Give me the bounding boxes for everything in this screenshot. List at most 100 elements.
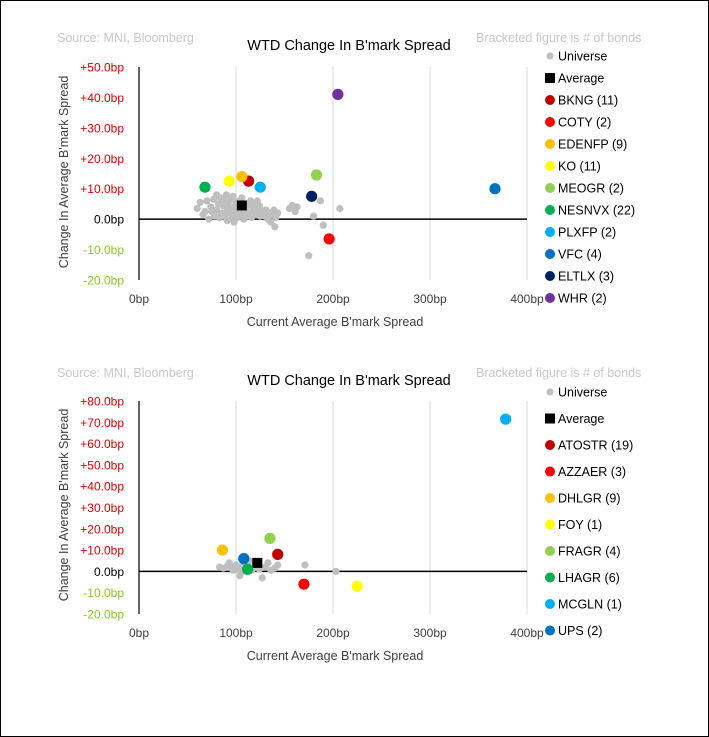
- point-edenfp: [236, 170, 248, 183]
- point-foy: [351, 580, 363, 592]
- legend-label-ko: KO (11): [558, 160, 601, 174]
- legend-label-edenfp: EDENFP (9): [558, 138, 627, 152]
- gridlines: [138, 401, 528, 614]
- legend-marker-ko: [545, 161, 555, 171]
- x-tick-label: 200bp: [316, 626, 350, 640]
- legend-marker-universe: [546, 388, 554, 396]
- universe-point: [274, 561, 282, 569]
- legend-label-bkng: BKNG (11): [558, 94, 618, 108]
- x-tick-label: 0bp: [129, 292, 149, 306]
- y-tick-label: +20.0bp: [80, 152, 124, 166]
- universe-point: [310, 212, 318, 220]
- legend-label-azzaer: AZZAER (3): [558, 465, 626, 479]
- legend-marker-fragr: [545, 546, 555, 556]
- universe-point: [201, 207, 209, 216]
- legend-label-plxfp: PLXFP (2): [558, 226, 616, 240]
- chart-title: WTD Change In B'mark Spread: [247, 38, 450, 54]
- legend-marker-lhagr: [545, 572, 555, 583]
- legend-label-fragr: FRAGR (4): [558, 545, 621, 559]
- point-ups: [238, 553, 250, 565]
- legend-marker-average: [545, 413, 555, 424]
- point-mcgln: [500, 413, 512, 425]
- y-tick-label: +20.0bp: [80, 522, 124, 536]
- y-tick-label: +70.0bp: [80, 416, 124, 430]
- legend-label-eltlx: ELTLX (3): [558, 270, 614, 284]
- legend-marker-meogr: [545, 183, 555, 193]
- legend-marker-mcgln: [545, 599, 555, 609]
- universe-point: [319, 221, 327, 229]
- point-azzaer: [298, 578, 310, 590]
- x-axis-title: Current Average B'mark Spread: [247, 649, 424, 663]
- x-tick-label: 0bp: [129, 626, 149, 640]
- point-lhagr: [242, 563, 254, 575]
- y-tick-label: +30.0bp: [80, 501, 124, 515]
- point-atostr: [272, 548, 284, 560]
- legend-label-coty: COTY (2): [558, 116, 611, 130]
- legend: Universe Average BKNG (11) COTY (2) EDENFP (…: [545, 50, 635, 306]
- legend-label-average: Average: [558, 412, 604, 426]
- y-tick-label: +60.0bp: [80, 437, 124, 451]
- gridlines: [138, 67, 528, 280]
- y-tick-labels: +80.0bp +70.0bp +60.0bp +50.0bp +40.0bp +30.0…: [80, 395, 124, 622]
- universe-point: [238, 194, 246, 202]
- y-tick-label: -20.0bp: [83, 608, 124, 622]
- legend-label-mcgln: MCGLN (1): [558, 598, 622, 612]
- legend-label-ups: UPS (2): [558, 624, 602, 638]
- universe-point: [264, 559, 272, 567]
- universe-point: [203, 197, 211, 205]
- legend-marker-edenfp: [545, 139, 555, 149]
- legend-label-meogr: MEOGR (2): [558, 182, 624, 196]
- legend-marker-eltlx: [545, 271, 555, 281]
- y-tick-label: -10.0bp: [83, 586, 124, 600]
- y-tick-label: +10.0bp: [80, 544, 124, 558]
- bonds-note: Bracketed figure is # of bonds: [476, 366, 641, 380]
- point-plxfp: [254, 181, 266, 193]
- universe-point: [258, 574, 266, 582]
- point-nesnvx: [199, 181, 211, 193]
- x-tick-labels: 0bp 100bp 200bp 300bp 400bp: [129, 626, 544, 640]
- x-tick-label: 100bp: [219, 292, 253, 306]
- y-tick-label: 0.0bp: [94, 213, 124, 227]
- x-tick-label: 400bp: [510, 292, 544, 306]
- legend-marker-average: [545, 73, 555, 83]
- y-axis-title: Change In Average B'mark Spread: [57, 409, 71, 602]
- y-tick-label: +40.0bp: [80, 480, 124, 494]
- point-coty: [323, 233, 335, 245]
- universe-point: [336, 204, 344, 213]
- y-tick-label: +80.0bp: [80, 395, 124, 409]
- legend-label-foy: FOY (1): [558, 518, 602, 532]
- universe-point: [271, 223, 279, 231]
- legend-label-whr: WHR (2): [558, 292, 607, 306]
- legend-marker-ups: [545, 625, 555, 636]
- legend-label-nesnvx: NESNVX (22): [558, 204, 635, 218]
- legend: Universe Average ATOSTR (19) AZZAER (3) DHLG…: [545, 386, 633, 638]
- universe-point: [196, 198, 204, 207]
- universe-point: [316, 197, 324, 205]
- legend-marker-nesnvx: [545, 205, 555, 215]
- legend-marker-universe: [546, 52, 554, 60]
- x-tick-label: 400bp: [510, 626, 544, 640]
- point-whr: [332, 88, 344, 100]
- x-tick-labels: 0bp 100bp 200bp 300bp 400bp: [129, 292, 544, 306]
- x-tick-label: 300bp: [413, 292, 447, 306]
- legend-label-lhagr: LHAGR (6): [558, 571, 620, 585]
- source-note: Source: MNI, Bloomberg: [57, 31, 194, 45]
- y-tick-label: +50.0bp: [80, 61, 124, 75]
- x-tick-label: 200bp: [316, 292, 350, 306]
- universe-point: [205, 215, 213, 223]
- point-ko: [223, 175, 235, 187]
- scatter-points: [193, 88, 501, 260]
- chart-top: Source: MNI, Bloomberg WTD Change In B'm…: [57, 31, 641, 329]
- universe-point: [305, 252, 313, 260]
- x-tick-label: 100bp: [219, 626, 253, 640]
- x-tick-label: 300bp: [413, 626, 447, 640]
- legend-label-vfc: VFC (4): [558, 248, 602, 262]
- legend-marker-foy: [545, 519, 555, 530]
- scatter-points: [215, 413, 512, 592]
- legend-marker-plxfp: [545, 227, 555, 237]
- legend-marker-azzaer: [545, 466, 555, 477]
- universe-point: [229, 192, 237, 200]
- legend-label-average: Average: [558, 72, 604, 86]
- chart-title: WTD Change In B'mark Spread: [247, 373, 450, 389]
